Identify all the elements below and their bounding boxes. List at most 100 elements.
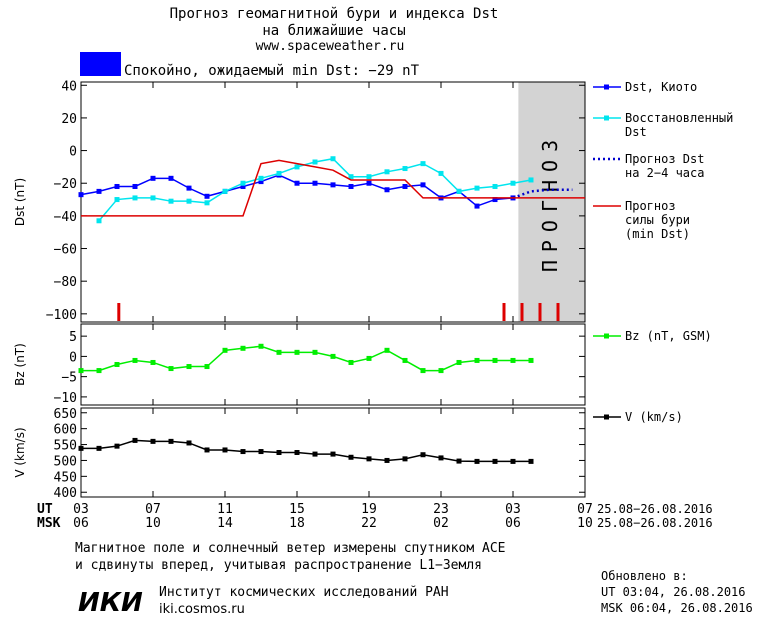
time-axis: 03 07 11 15 19 23 03 07 06 10 14 18 22 02 06 10 (73, 502, 593, 531)
legend-label: на 2−4 часа (625, 166, 704, 180)
data-point-dst (258, 179, 264, 185)
data-point-recovered (492, 183, 498, 189)
msk-tick-label: 10 (577, 516, 593, 531)
data-point-v (474, 458, 480, 464)
series-line-storm_forecast (81, 159, 585, 217)
msk-date-range: 25.08−26.08.2016 (597, 516, 713, 530)
data-point-recovered (276, 170, 282, 176)
y-tick-label: −100 (46, 308, 77, 323)
data-point-dst (330, 182, 336, 188)
data-point-dst (186, 185, 192, 191)
iki-logo: ИКИ (78, 588, 143, 618)
ut-tick-label: 15 (289, 502, 305, 517)
y-tick-label: 550 (54, 439, 77, 454)
data-point-v (402, 456, 408, 462)
y-tick-label: 500 (54, 454, 77, 469)
data-point-recovered (438, 170, 444, 176)
chart-title-line1: Прогноз геомагнитной бури и индекса Dst (170, 6, 499, 22)
data-point-bz (510, 357, 516, 363)
data-point-recovered (258, 175, 264, 181)
series-line-recovered (98, 157, 532, 222)
data-point-bz (114, 362, 120, 367)
data-point-v (366, 456, 372, 462)
data-point-dst (78, 192, 84, 198)
data-point-v (204, 447, 210, 453)
y-tick-label: 600 (54, 423, 77, 438)
data-point-v (528, 458, 534, 464)
site-url[interactable]: www.spaceweather.ru (256, 39, 405, 54)
legend-label: Bz (nT, GSM) (625, 329, 712, 343)
y-tick-label: 400 (54, 486, 77, 501)
data-point-bz (132, 357, 138, 363)
plot-frame (80, 323, 586, 406)
data-point-dst (384, 187, 390, 193)
y-tick-label: 450 (54, 470, 77, 485)
note-line1: Магнитное поле и солнечный ветер измерен… (75, 541, 505, 556)
msk-tick-label: 06 (505, 516, 521, 531)
data-point-bz (258, 343, 264, 349)
data-point-recovered (132, 195, 138, 201)
updated-ut: UT 03:04, 26.08.2016 (601, 585, 746, 599)
data-point-recovered (510, 180, 516, 186)
y-tick-label: −80 (54, 275, 77, 290)
data-point-v (96, 445, 102, 451)
legend-label: Dst, Киото (625, 80, 697, 94)
msk-tick-label: 18 (289, 516, 305, 531)
data-point-recovered (420, 161, 426, 167)
legend-marker-bz (604, 333, 609, 339)
data-point-v (150, 438, 156, 444)
ut-date-range: 25.08−26.08.2016 (597, 502, 713, 516)
legend-label: V (km/s) (625, 410, 683, 424)
data-point-bz (438, 368, 444, 374)
legend-label: Dst (625, 125, 647, 139)
status-color-box (80, 52, 121, 76)
status-text: Спокойно, ожидаемый min Dst: −29 nT (124, 63, 420, 79)
y-tick-label: −40 (54, 210, 77, 225)
y-tick-label: 20 (61, 112, 77, 127)
data-point-bz (186, 364, 192, 370)
data-point-recovered (312, 159, 318, 165)
data-point-dst (240, 183, 246, 189)
data-point-bz (348, 359, 354, 365)
data-point-v (438, 455, 444, 461)
data-point-bz (96, 368, 102, 374)
data-point-v (456, 458, 462, 464)
data-point-recovered (222, 188, 228, 194)
data-point-bz (492, 357, 498, 363)
data-point-v (258, 449, 264, 455)
legend-label: (min Dst) (625, 227, 690, 241)
data-point-recovered (366, 174, 372, 180)
msk-label: MSK (37, 516, 61, 531)
series-line-v (81, 439, 531, 463)
data-point-dst (366, 180, 372, 186)
y-tick-label: 0 (69, 350, 77, 365)
plot-frame (80, 81, 586, 323)
institute-site[interactable]: iki.cosmos.ru (159, 602, 245, 617)
ut-tick-label: 03 (73, 502, 89, 517)
data-point-v (168, 438, 174, 444)
note-line2: и сдвинуты вперед, учитывая распростране… (75, 558, 482, 573)
data-point-v (312, 451, 318, 457)
updated-label: Обновлено в: (601, 569, 688, 583)
data-point-recovered (384, 169, 390, 175)
data-point-bz (204, 364, 210, 370)
y-axis-label: Dst (nT) (13, 178, 27, 226)
y-tick-label: 5 (69, 330, 77, 345)
data-point-v (78, 445, 84, 451)
data-point-recovered (402, 166, 408, 172)
data-point-bz (402, 357, 408, 363)
data-point-dst (492, 197, 498, 203)
data-point-recovered (456, 188, 462, 194)
data-point-recovered (150, 195, 156, 201)
data-point-v (384, 457, 390, 463)
data-point-dst (132, 183, 138, 189)
msk-tick-label: 02 (433, 516, 449, 531)
bz-panel: 5 0 −5 −10 Bz (nT) (13, 323, 586, 406)
ut-label: UT (37, 502, 53, 517)
y-tick-label: −5 (61, 371, 77, 386)
data-point-recovered (528, 177, 534, 183)
y-tick-label: 650 (54, 407, 77, 422)
data-point-dst (294, 180, 300, 186)
forecast-zone (518, 82, 585, 322)
